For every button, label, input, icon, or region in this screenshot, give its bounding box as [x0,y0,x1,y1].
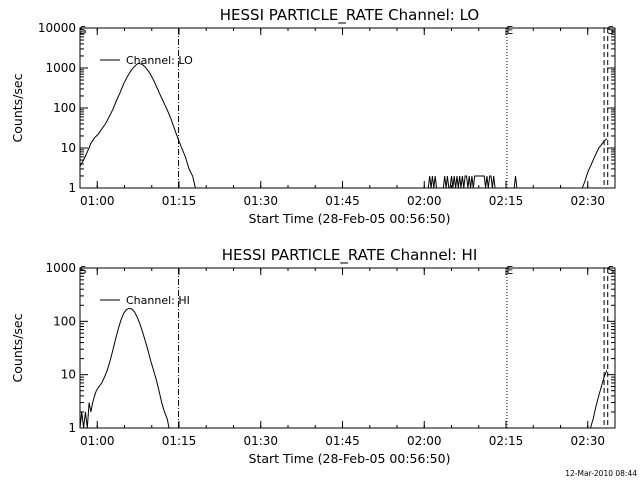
y-tick-label: 100 [53,101,76,115]
marker-label: S [607,24,614,37]
x-tick-label: 02:15 [489,194,524,208]
series-line [427,175,498,189]
y-tick-label: 10 [61,368,76,382]
marker-label: S [607,264,614,277]
y-axis-label: Counts/sec [10,73,25,142]
chart-title: HESSI PARTICLE_RATE Channel: HI [222,246,478,265]
x-tick-label: 02:00 [407,434,442,448]
x-tick-label: 01:00 [80,434,115,448]
marker-label: E [506,24,513,37]
series-line [513,175,518,189]
x-tick-label: 02:30 [570,434,605,448]
x-tick-label: 02:15 [489,434,524,448]
y-axis-label: Counts/sec [10,313,25,382]
x-tick-label: 01:45 [325,434,360,448]
x-axis-label: Start Time (28-Feb-05 00:56:50) [249,451,451,466]
series-line [581,138,608,189]
x-tick-label: 01:15 [162,434,197,448]
plot-frame [79,267,616,429]
lo-channel-panel: HESSI PARTICLE_RATE Channel: LO 01:00 01:1… [10,6,616,226]
x-axis-label: Start Time (28-Feb-05 00:56:50) [249,211,451,226]
legend-label: Channel: LO [126,54,193,67]
x-tick-label: 01:30 [243,194,278,208]
series-line [79,62,196,189]
x-tick-label: 01:45 [325,194,360,208]
legend-label: Channel: HI [126,294,190,307]
marker-label: S [80,24,87,37]
marker-label: E [506,264,513,277]
y-tick-label: 10000 [38,21,76,35]
y-tick-label: 1000 [45,261,76,275]
plot-frame [79,27,616,189]
y-tick-label: 1 [68,421,76,435]
x-tick-label: 02:30 [570,194,605,208]
marker-label: S [80,264,87,277]
series-line [590,370,608,429]
y-tick-label: 100 [53,314,76,328]
hi-channel-panel: HESSI PARTICLE_RATE Channel: HI 01:00 01:1… [10,246,616,466]
x-tick-label: 01:00 [80,194,115,208]
y-tick-label: 1000 [45,61,76,75]
y-tick-label: 1 [68,181,76,195]
y-tick-label: 10 [61,141,76,155]
x-tick-label: 01:30 [243,434,278,448]
x-tick-label: 01:15 [162,194,197,208]
generation-timestamp: 12-Mar-2010 08:44 [565,469,637,478]
x-tick-label: 02:00 [407,194,442,208]
chart-title: HESSI PARTICLE_RATE Channel: LO [220,6,479,25]
series-line [79,307,170,429]
